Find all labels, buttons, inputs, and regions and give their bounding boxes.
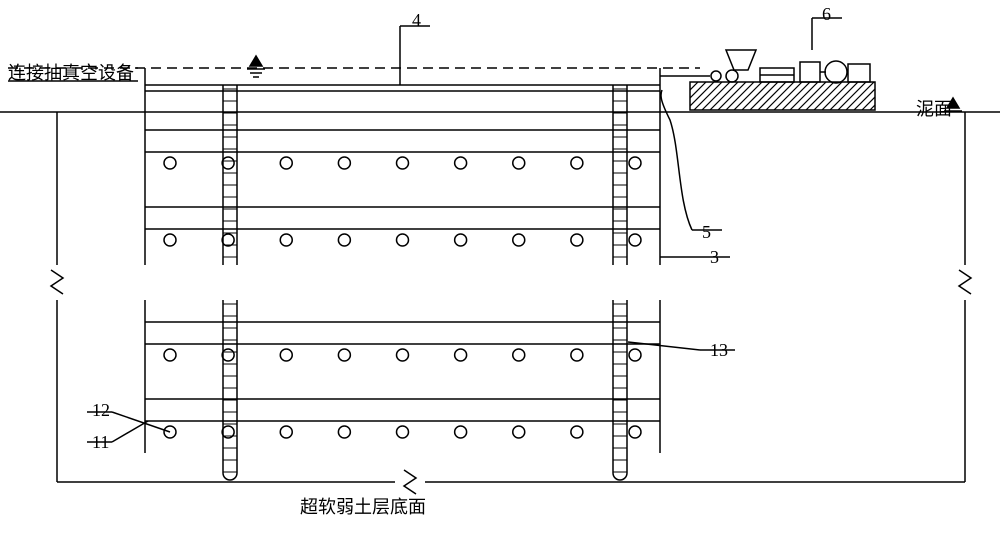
label-mud-surface: 泥面 <box>916 95 952 121</box>
label-bottom-layer: 超软弱土层底面 <box>300 493 426 519</box>
callout-4: 4 <box>412 10 421 31</box>
diagram-svg <box>0 0 1000 553</box>
callout-13: 13 <box>710 340 728 361</box>
callout-6: 6 <box>822 4 831 25</box>
callout-3: 3 <box>710 247 719 268</box>
callout-5: 5 <box>702 222 711 243</box>
label-vacuum: 连接抽真空设备 <box>8 59 134 85</box>
callout-11: 11 <box>92 432 109 453</box>
diagram-canvas: 连接抽真空设备 泥面 超软弱土层底面 4 6 5 3 13 12 11 <box>0 0 1000 553</box>
callout-12: 12 <box>92 400 110 421</box>
